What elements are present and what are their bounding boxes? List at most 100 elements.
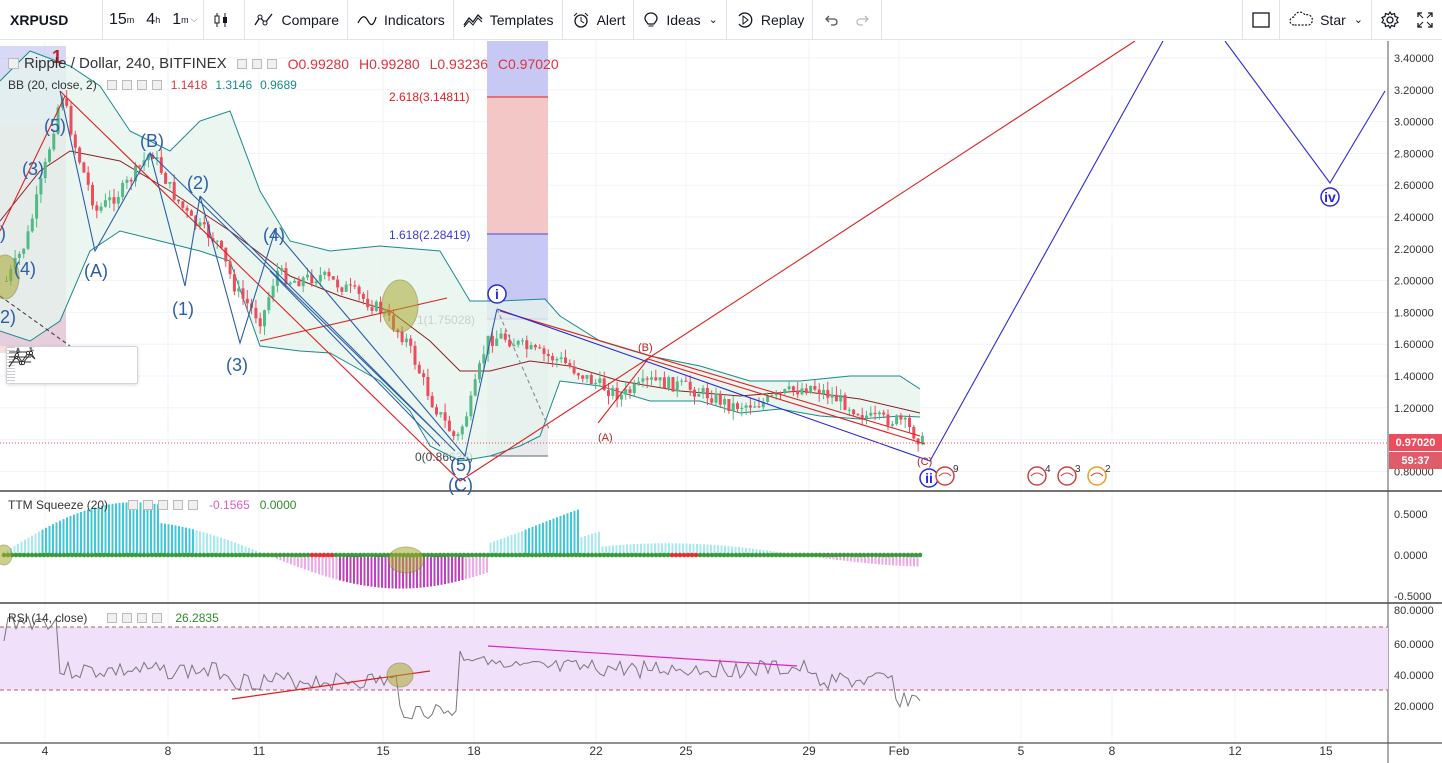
divider <box>561 0 563 40</box>
squeeze-dot <box>49 552 55 558</box>
eye-icon[interactable] <box>236 58 247 69</box>
settings-icon[interactable] <box>251 58 262 69</box>
wave-label: iv <box>1324 189 1336 205</box>
candle-body <box>327 271 331 277</box>
rsi-divergence-line <box>487 645 798 667</box>
candle-body <box>125 179 129 183</box>
time-axis-label: 15 <box>376 744 390 758</box>
interval-1m-button[interactable]: 1 m ⌵ <box>166 0 203 40</box>
ideas-button[interactable]: Ideas ⌄ <box>634 0 725 40</box>
squeeze-dot <box>525 552 531 558</box>
close-icon[interactable] <box>188 500 199 510</box>
event-count: 2 <box>1105 464 1111 475</box>
time-axis-label: 22 <box>589 744 603 758</box>
interval-15m-label: 15 <box>109 10 127 28</box>
ttm-value-1: -0.1565 <box>209 498 250 512</box>
fullscreen-button[interactable] <box>1408 0 1442 40</box>
candle-body <box>813 385 817 390</box>
squeeze-dot <box>469 552 475 558</box>
price-axis-label: 2.80000 <box>1394 148 1434 160</box>
indicators-button[interactable]: Indicators <box>348 0 453 40</box>
chevron-down-icon: ⌵ <box>190 14 198 24</box>
undo-button[interactable] <box>813 0 847 40</box>
candle-body <box>422 373 426 378</box>
candle-body <box>30 218 34 232</box>
candle-body <box>404 338 408 343</box>
close-icon[interactable] <box>151 80 162 90</box>
squeeze-dot <box>213 552 219 558</box>
highlight-ellipse <box>0 254 20 300</box>
ttm-axis-label: -0.5000 <box>1394 591 1431 603</box>
chart-canvas[interactable]: 2.618(3.14811)1.618(2.28419)1(1.75028)0(… <box>0 41 1442 763</box>
squeeze-dot <box>673 552 679 558</box>
settings-button[interactable] <box>1372 0 1408 40</box>
code-icon[interactable] <box>136 80 147 90</box>
squeeze-dot <box>665 552 671 558</box>
squeeze-dot <box>309 552 315 558</box>
candle-body <box>628 389 632 394</box>
eye-icon[interactable] <box>128 500 139 510</box>
price-axis-label: 1.60000 <box>1394 339 1434 351</box>
economic-event-badge <box>1087 466 1107 486</box>
close-icon[interactable] <box>266 58 277 69</box>
candle-body <box>35 194 39 219</box>
settings-icon[interactable] <box>143 500 154 510</box>
bb-upper-value: 1.3146 <box>215 78 253 92</box>
divider <box>633 0 635 40</box>
fullscreen-box-button[interactable] <box>1243 0 1279 40</box>
candle-body <box>172 181 176 200</box>
candle-body <box>288 282 292 285</box>
squeeze-dot <box>697 552 703 558</box>
price-axis-label: 1.20000 <box>1394 403 1434 415</box>
flag-icon <box>1030 472 1044 477</box>
squeeze-dot <box>549 552 555 558</box>
interval-15m-button[interactable]: 15 m <box>103 0 140 40</box>
candle-body <box>693 389 696 397</box>
compare-button[interactable]: Compare <box>245 0 347 40</box>
economic-event-badge <box>1027 466 1047 486</box>
candle-body <box>469 395 473 417</box>
squeeze-dot <box>685 552 691 558</box>
eye-icon[interactable] <box>106 80 117 90</box>
candle-body <box>705 388 709 399</box>
code-icon[interactable] <box>137 613 148 623</box>
squeeze-dot <box>349 552 355 558</box>
candle-body <box>538 347 542 349</box>
chart-style-button[interactable] <box>204 0 244 40</box>
symbol-search[interactable]: XRPUSD <box>0 0 102 40</box>
candle-body <box>73 134 77 148</box>
eye-icon[interactable] <box>107 613 118 623</box>
divider <box>1279 0 1281 40</box>
squeeze-dot <box>317 552 323 558</box>
code-icon[interactable] <box>158 500 169 510</box>
candle-body <box>65 98 69 106</box>
squeeze-dot <box>369 552 375 558</box>
star-button[interactable]: Star ⌄ <box>1280 0 1371 40</box>
candle-body <box>495 338 499 346</box>
divider <box>1371 0 1372 40</box>
squeeze-dot <box>173 552 179 558</box>
close-icon[interactable] <box>152 613 163 623</box>
alert-button[interactable]: Alert <box>563 0 634 40</box>
squeeze-dot <box>849 552 855 558</box>
flag-icon <box>1060 472 1074 477</box>
settings-icon[interactable] <box>122 613 133 623</box>
candle-body <box>336 279 340 288</box>
candle-body <box>598 378 602 384</box>
squeeze-dot <box>553 552 559 558</box>
squeeze-dot <box>853 552 859 558</box>
redo-button[interactable] <box>847 0 881 40</box>
candle-body <box>353 285 357 287</box>
candle-body <box>39 178 43 195</box>
collapse-icon[interactable] <box>8 58 19 69</box>
settings-icon[interactable] <box>121 80 132 90</box>
event-count: 3 <box>1075 464 1081 475</box>
templates-button[interactable]: Templates <box>454 0 562 40</box>
chart-area[interactable]: 2.618(3.14811)1.618(2.28419)1(1.75028)0(… <box>0 41 1442 763</box>
replay-button[interactable]: Replay <box>727 0 813 40</box>
more-icon[interactable] <box>173 500 184 510</box>
